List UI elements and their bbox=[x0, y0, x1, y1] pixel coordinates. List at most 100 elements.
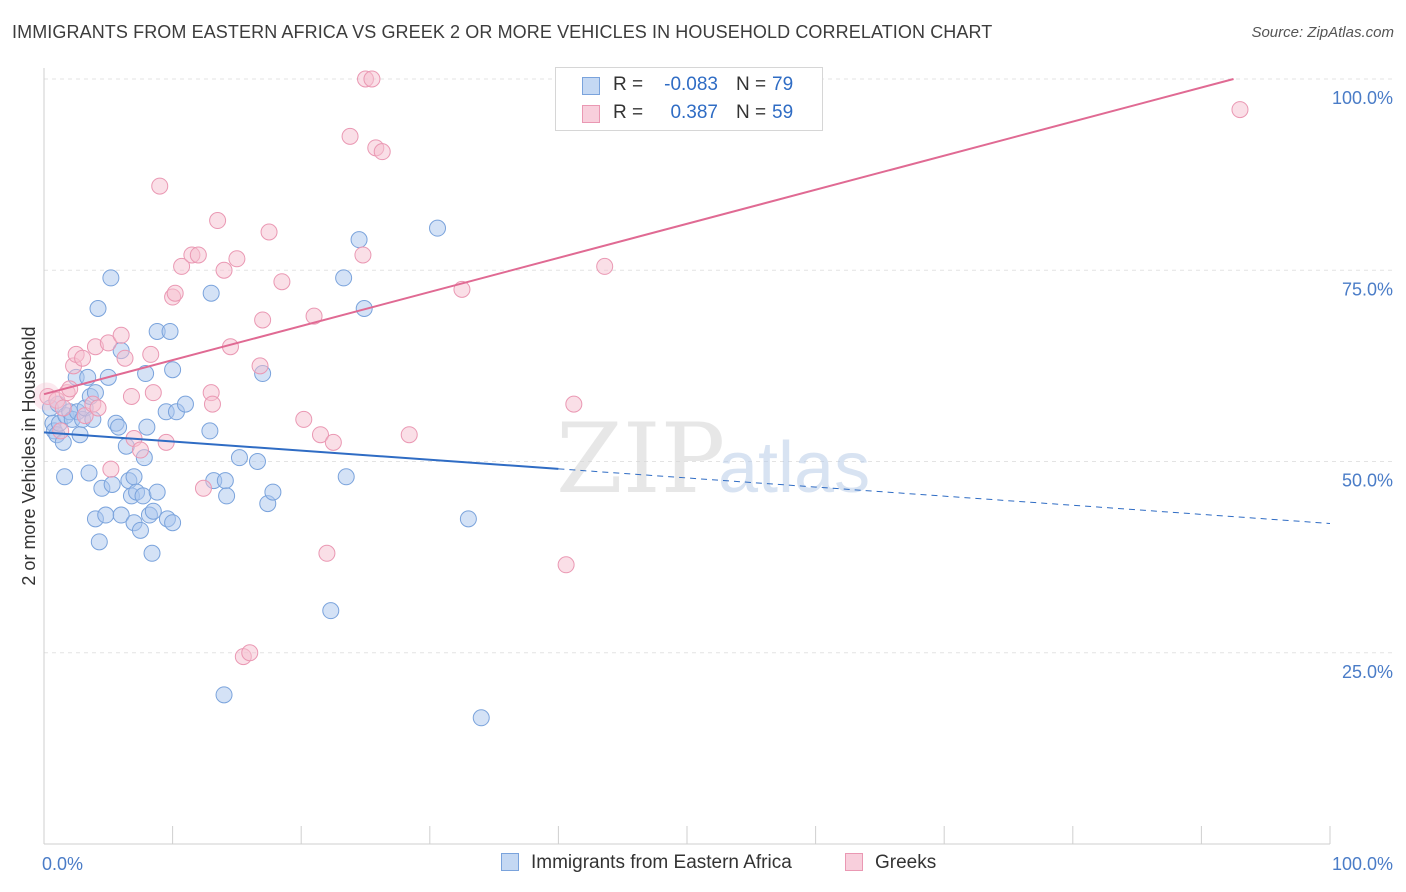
data-point-greeks bbox=[557, 556, 575, 574]
data-point-greeks bbox=[144, 384, 162, 402]
data-point-eastern-africa bbox=[125, 468, 143, 486]
data-point-eastern-africa bbox=[215, 686, 233, 704]
correlation-legend: R = -0.083 N = 79 R = 0.387 N = 59 bbox=[555, 67, 823, 131]
data-point-greeks bbox=[273, 273, 291, 291]
data-point-greeks bbox=[89, 399, 107, 417]
data-point-eastern-africa bbox=[89, 300, 107, 317]
data-point-greeks bbox=[596, 257, 614, 275]
data-point-eastern-africa bbox=[472, 709, 490, 727]
data-point-greeks bbox=[151, 177, 169, 195]
data-point-eastern-africa bbox=[103, 475, 121, 493]
data-point-eastern-africa bbox=[176, 395, 194, 413]
data-point-eastern-africa bbox=[201, 422, 219, 440]
data-point-greeks-cluster bbox=[32, 382, 61, 411]
data-point-eastern-africa bbox=[350, 231, 368, 249]
data-point-greeks bbox=[1231, 101, 1249, 119]
data-point-greeks bbox=[112, 326, 130, 344]
watermark: ZIP atlas bbox=[556, 403, 870, 515]
bottom-legend-blue: Immigrants from Eastern Africa bbox=[501, 852, 792, 874]
data-point-eastern-africa bbox=[80, 464, 98, 482]
data-point-eastern-africa bbox=[337, 468, 355, 486]
y-axis-label: 2 or more Vehicles in Household bbox=[19, 326, 39, 585]
data-point-eastern-africa bbox=[112, 506, 130, 524]
data-point-greeks bbox=[142, 345, 160, 363]
bottom-legend-swatch-pink bbox=[845, 853, 863, 871]
data-point-greeks bbox=[116, 349, 134, 367]
data-point-eastern-africa bbox=[102, 269, 120, 287]
data-point-eastern-africa bbox=[56, 468, 74, 486]
data-point-greeks bbox=[324, 433, 342, 451]
data-point-greeks bbox=[254, 311, 272, 329]
data-point-greeks bbox=[215, 261, 233, 279]
data-point-greeks bbox=[241, 644, 259, 662]
data-point-greeks bbox=[373, 143, 391, 161]
data-point-eastern-africa bbox=[137, 365, 155, 383]
data-point-greeks bbox=[99, 334, 117, 352]
data-point-greeks bbox=[203, 395, 221, 413]
data-point-eastern-africa bbox=[131, 521, 149, 539]
data-point-greeks bbox=[166, 284, 184, 302]
source-label: Source: ZipAtlas.com bbox=[1251, 24, 1394, 41]
legend-r-label: R = bbox=[613, 102, 644, 123]
trend-line-eastern-africa-extrapolated bbox=[558, 468, 1331, 524]
data-point-eastern-africa bbox=[248, 453, 266, 470]
data-point-eastern-africa bbox=[164, 361, 182, 379]
data-point-greeks bbox=[102, 460, 120, 478]
data-point-eastern-africa bbox=[144, 502, 162, 520]
data-point-eastern-africa bbox=[459, 510, 477, 528]
data-point-eastern-africa bbox=[90, 533, 108, 551]
data-point-greeks bbox=[189, 246, 207, 264]
data-point-eastern-africa bbox=[322, 602, 340, 620]
x-tick-label: 0.0% bbox=[42, 854, 83, 874]
legend-r-value: 0.387 bbox=[670, 102, 718, 123]
legend-r-value: -0.083 bbox=[664, 74, 718, 95]
data-point-eastern-africa bbox=[134, 487, 152, 505]
bottom-legend-label-pink: Greeks bbox=[875, 852, 937, 873]
data-point-eastern-africa bbox=[216, 472, 234, 490]
legend-n-label: N = bbox=[736, 102, 767, 123]
data-point-greeks bbox=[318, 544, 336, 562]
data-point-eastern-africa bbox=[97, 506, 115, 524]
legend-swatch-blue bbox=[582, 77, 600, 95]
data-point-eastern-africa bbox=[110, 418, 128, 436]
watermark-atlas: atlas bbox=[718, 428, 870, 508]
x-tick-label: 100.0% bbox=[1332, 854, 1393, 874]
legend-n-value: 79 bbox=[772, 74, 794, 95]
data-point-greeks bbox=[341, 127, 359, 145]
bottom-legend-pink: Greeks bbox=[845, 852, 936, 874]
data-point-greeks bbox=[400, 426, 418, 444]
trend-line-greeks bbox=[43, 78, 1234, 396]
data-point-eastern-africa bbox=[164, 514, 182, 532]
trend-line-eastern-africa bbox=[43, 431, 559, 470]
data-point-greeks bbox=[122, 387, 140, 405]
bottom-legend-label-blue: Immigrants from Eastern Africa bbox=[531, 852, 792, 873]
legend-row-pink: R = 0.387 N = 59 bbox=[556, 102, 822, 128]
data-point-greeks bbox=[131, 441, 149, 459]
y-tick-label: 25.0% bbox=[1342, 662, 1393, 682]
grid-lines bbox=[44, 78, 1392, 654]
y-tick-label: 100.0% bbox=[1332, 88, 1393, 108]
data-point-greeks bbox=[565, 395, 583, 413]
axes bbox=[43, 68, 1331, 845]
trend-lines bbox=[43, 78, 1331, 524]
watermark-zip: ZIP bbox=[556, 403, 725, 515]
data-point-greeks bbox=[173, 257, 191, 275]
series-greeks-points bbox=[32, 70, 1249, 666]
y-tick-label: 75.0% bbox=[1342, 279, 1393, 299]
bottom-legend-swatch-blue bbox=[501, 853, 519, 871]
data-point-greeks bbox=[52, 422, 70, 440]
data-point-eastern-africa bbox=[148, 483, 166, 501]
data-point-greeks bbox=[209, 212, 227, 230]
data-point-eastern-africa bbox=[429, 219, 447, 237]
data-point-greeks bbox=[228, 250, 246, 268]
data-point-eastern-africa bbox=[161, 322, 179, 340]
data-point-greeks bbox=[354, 246, 372, 264]
legend-n-value: 59 bbox=[772, 102, 794, 123]
data-point-greeks bbox=[295, 410, 313, 428]
data-point-eastern-africa bbox=[264, 483, 282, 501]
legend-r-label: R = bbox=[613, 74, 644, 95]
data-point-greeks bbox=[194, 479, 212, 497]
data-point-eastern-africa bbox=[218, 487, 236, 505]
data-point-greeks bbox=[311, 426, 329, 444]
